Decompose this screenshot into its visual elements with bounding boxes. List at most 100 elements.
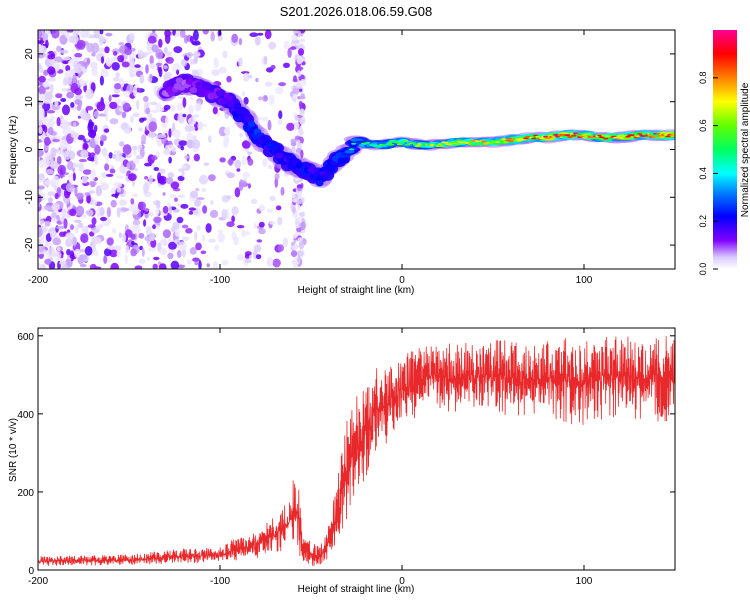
heatmap-noise-cell [75,224,79,234]
heatmap-ridge-cell [185,78,194,85]
heatmap-noise-cell [287,47,292,59]
heatmap-noise-cell [55,93,63,99]
heatmap-noise-cell [91,217,97,226]
heatmap-noise-cell [74,248,81,258]
heatmap-noise-cell [116,250,121,257]
heatmap-noise-cell [134,64,141,68]
heatmap-noise-cell [101,172,108,179]
heatmap-ridge-cell [369,144,375,147]
heatmap-noise-cell [236,168,241,172]
heatmap-noise-cell [40,263,46,269]
heatmap-noise-cell [243,72,250,82]
heatmap-ridge-cell [411,142,417,144]
heatmap-noise-cell [95,185,103,197]
heatmap-noise-cell [139,258,146,264]
heatmap-noise-cell [156,151,160,159]
heatmap-noise-cell [69,208,77,217]
snr-ylabel: SNR (10 * v/v) [8,418,19,482]
heatmap-noise-cell [189,96,194,101]
heatmap-noise-cell [274,176,279,188]
heatmap-noise-cell [290,250,298,257]
heatmap-noise-cell [206,263,210,268]
heatmap-noise-cell [172,221,180,230]
heatmap-noise-cell [88,190,96,194]
heatmap-noise-cell [105,154,110,164]
heatmap-noise-cell [149,101,158,106]
heatmap-ridge-cell [495,141,501,144]
heatmap-ridge-cell [361,142,367,145]
heatmap-noise-cell [168,241,177,250]
heatmap-noise-cell [272,258,281,268]
heatmap-ridge-cell [451,141,457,144]
heatmap-noise-cell [68,173,74,184]
heatmap-noise-cell [194,103,202,112]
heatmap-noise-cell [189,59,195,65]
heatmap-noise-cell [99,75,104,86]
heatmap-noise-cell [68,35,76,43]
colorbar-gradient [713,30,737,269]
heatmap-noise-cell [79,263,87,268]
heatmap-noise-cell [109,168,116,174]
heatmap-noise-cell [222,50,228,59]
y-tick-label: 600 [17,332,34,343]
heatmap-ridge-cell [481,140,487,143]
heatmap-noise-cell [192,30,199,41]
heatmap-noise-cell [187,117,197,126]
heatmap-noise-cell [38,211,42,221]
heatmap-noise-cell [159,247,168,256]
heatmap-noise-cell [203,162,210,166]
heatmap-noise-cell [253,244,262,253]
heatmap-noise-cell [41,108,45,120]
heatmap-noise-cell [144,208,150,212]
heatmap-ridge-cell [215,90,224,97]
heatmap-noise-cell [115,72,120,78]
heatmap-noise-cell [134,265,143,269]
heatmap-noise-cell [200,250,207,255]
heatmap-noise-cell [70,224,74,231]
heatmap-noise-cell [153,216,162,223]
heatmap-noise-cell [217,229,224,234]
heatmap-noise-cell [147,247,156,252]
heatmap-noise-cell [45,30,50,34]
heatmap-noise-cell [278,110,283,120]
heatmap-noise-cell [292,87,300,95]
heatmap-noise-cell [114,55,118,61]
heatmap-noise-cell [201,187,207,193]
heatmap-noise-cell [264,81,273,87]
heatmap-noise-cell [238,37,243,46]
heatmap-noise-cell [263,55,268,65]
heatmap-noise-cell [280,186,285,196]
heatmap-noise-cell [244,253,251,259]
heatmap-noise-cell [62,119,69,131]
heatmap-noise-cell [124,48,132,56]
heatmap-ridge-cell [365,141,371,144]
heatmap-noise-cell [169,194,177,198]
heatmap-noise-cell [94,236,102,245]
heatmap-ridge-cell [671,135,675,138]
heatmap-noise-cell [211,69,220,76]
spectrogram-ylabel: Frequency (Hz) [8,116,19,185]
heatmap-noise-cell [56,45,62,53]
heatmap-noise-cell [100,182,109,190]
heatmap-noise-cell [63,150,72,160]
heatmap-noise-cell [247,151,253,155]
heatmap-noise-cell [257,32,264,36]
heatmap-noise-cell [73,162,79,168]
heatmap-noise-cell [192,51,201,58]
heatmap-noise-cell [149,63,156,69]
heatmap-noise-cell [56,225,65,230]
heatmap-noise-cell [133,224,141,235]
heatmap-ridge-cell [415,145,421,148]
heatmap-noise-cell [38,148,44,157]
heatmap-noise-cell [45,241,49,246]
heatmap-noise-cell [51,30,60,39]
heatmap-noise-cell [264,30,272,40]
heatmap-noise-cell [167,252,174,260]
heatmap-noise-cell [61,88,69,92]
heatmap-noise-cell [96,101,106,112]
heatmap-noise-cell [294,115,299,121]
heatmap-noise-cell [144,162,152,167]
heatmap-noise-cell [141,134,147,143]
heatmap-ridge-cell [351,142,357,145]
heatmap-noise-cell [78,162,84,172]
